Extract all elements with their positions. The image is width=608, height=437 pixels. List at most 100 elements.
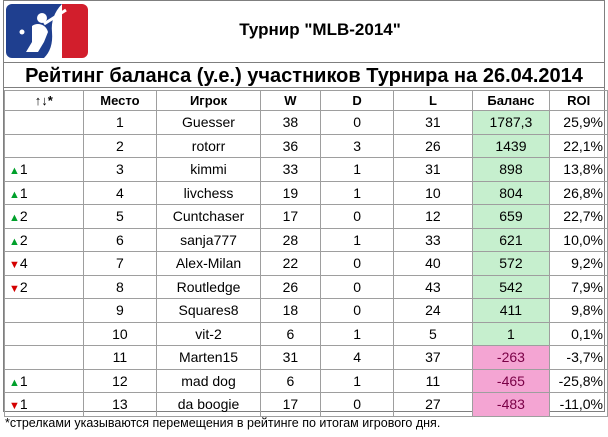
player-cell: Squares8 [156, 298, 261, 323]
move-cell: ▲1 [4, 368, 84, 393]
move-count: 1 [19, 184, 28, 201]
move-count: 2 [19, 208, 28, 225]
player-cell: Marten15 [156, 345, 261, 370]
table-row: ▼4 7 Alex-Milan 22 0 40 572 9,2% [4, 251, 608, 276]
losses-cell: 26 [393, 133, 473, 158]
wins-cell: 17 [259, 392, 321, 417]
table-row: 2 rotorr 36 3 26 1439 22,1% [4, 133, 608, 158]
arrow-up-icon: ▲ [9, 188, 20, 201]
place-cell: 7 [82, 251, 158, 276]
place-cell: 1 [82, 110, 158, 135]
column-header-w: W [259, 90, 321, 111]
arrow-down-icon: ▼ [9, 282, 20, 295]
losses-cell: 31 [393, 157, 473, 182]
losses-cell: 31 [393, 110, 473, 135]
balance-cell: -483 [471, 392, 551, 417]
move-cell: ▲2 [4, 227, 84, 252]
losses-cell: 11 [393, 368, 473, 393]
balance-cell: 1439 [471, 133, 551, 158]
column-header-move: ↑↓* [4, 90, 84, 111]
wins-cell: 22 [259, 251, 321, 276]
roi-cell: 9,2% [549, 251, 608, 276]
table-row: ▲1 4 livchess 19 1 10 804 26,8% [4, 180, 608, 205]
draws-cell: 0 [319, 274, 395, 299]
draws-cell: 0 [319, 204, 395, 229]
arrow-up-icon: ▲ [9, 212, 20, 225]
roi-cell: 0,1% [549, 321, 608, 346]
place-cell: 9 [82, 298, 158, 323]
move-count: 1 [19, 372, 28, 389]
wins-cell: 26 [259, 274, 321, 299]
player-cell: vit-2 [156, 321, 261, 346]
column-header-place: Место [82, 90, 158, 111]
table-row: ▲2 6 sanja777 28 1 33 621 10,0% [4, 227, 608, 252]
move-cell [4, 110, 84, 135]
place-cell: 2 [82, 133, 158, 158]
move-cell [4, 321, 84, 346]
balance-cell: 1787,3 [471, 110, 551, 135]
losses-cell: 40 [393, 251, 473, 276]
column-header-d: D [319, 90, 395, 111]
player-cell: sanja777 [156, 227, 261, 252]
wins-cell: 6 [259, 321, 321, 346]
roi-cell: 22,7% [549, 204, 608, 229]
losses-cell: 12 [393, 204, 473, 229]
table-row: ▼1 13 da boogie 17 0 27 -483 -11,0% [4, 392, 608, 417]
table-row: ▼2 8 Routledge 26 0 43 542 7,9% [4, 274, 608, 299]
balance-cell: 572 [471, 251, 551, 276]
draws-cell: 0 [319, 110, 395, 135]
balance-cell: -465 [471, 368, 551, 393]
footnote: *стрелками указываются перемещения в рей… [5, 416, 441, 430]
move-cell [4, 345, 84, 370]
column-header-l: L [393, 90, 473, 111]
move-cell: ▼1 [4, 392, 84, 417]
losses-cell: 37 [393, 345, 473, 370]
move-cell: ▼4 [4, 251, 84, 276]
move-cell [4, 133, 84, 158]
losses-cell: 43 [393, 274, 473, 299]
arrow-up-icon: ▲ [9, 165, 20, 178]
place-cell: 6 [82, 227, 158, 252]
draws-cell: 1 [319, 157, 395, 182]
balance-cell: 659 [471, 204, 551, 229]
place-cell: 10 [82, 321, 158, 346]
move-cell: ▲2 [4, 204, 84, 229]
roi-cell: -25,8% [549, 368, 608, 393]
place-cell: 11 [82, 345, 158, 370]
wins-cell: 36 [259, 133, 321, 158]
player-cell: Cuntchaser [156, 204, 261, 229]
move-count: 2 [19, 231, 28, 248]
move-cell: ▲1 [4, 157, 84, 182]
table-row: 9 Squares8 18 0 24 411 9,8% [4, 298, 608, 323]
losses-cell: 27 [393, 392, 473, 417]
player-cell: kimmi [156, 157, 261, 182]
move-cell: ▼2 [4, 274, 84, 299]
move-count: 1 [19, 396, 28, 413]
rating-title: Рейтинг баланса (у.е.) участников Турнир… [4, 62, 604, 88]
draws-cell: 1 [319, 368, 395, 393]
wins-cell: 33 [259, 157, 321, 182]
column-header-roi: ROI [549, 90, 608, 111]
roi-cell: 10,0% [549, 227, 608, 252]
move-count: 2 [19, 278, 28, 295]
roi-cell: -11,0% [549, 392, 608, 417]
wins-cell: 18 [259, 298, 321, 323]
table-row: 1 Guesser 38 0 31 1787,3 25,9% [4, 110, 608, 135]
arrow-up-icon: ▲ [9, 376, 20, 389]
player-cell: Alex-Milan [156, 251, 261, 276]
roi-cell: -3,7% [549, 345, 608, 370]
wins-cell: 17 [259, 204, 321, 229]
column-header-balance: Баланс [471, 90, 551, 111]
player-cell: Routledge [156, 274, 261, 299]
draws-cell: 1 [319, 180, 395, 205]
table-row: 11 Marten15 31 4 37 -263 -3,7% [4, 345, 608, 370]
balance-cell: 898 [471, 157, 551, 182]
roi-cell: 25,9% [549, 110, 608, 135]
wins-cell: 6 [259, 368, 321, 393]
table-row: ▲1 12 mad dog 6 1 11 -465 -25,8% [4, 368, 608, 393]
wins-cell: 38 [259, 110, 321, 135]
table-row: ▲1 3 kimmi 33 1 31 898 13,8% [4, 157, 608, 182]
place-cell: 3 [82, 157, 158, 182]
place-cell: 12 [82, 368, 158, 393]
balance-cell: 1 [471, 321, 551, 346]
